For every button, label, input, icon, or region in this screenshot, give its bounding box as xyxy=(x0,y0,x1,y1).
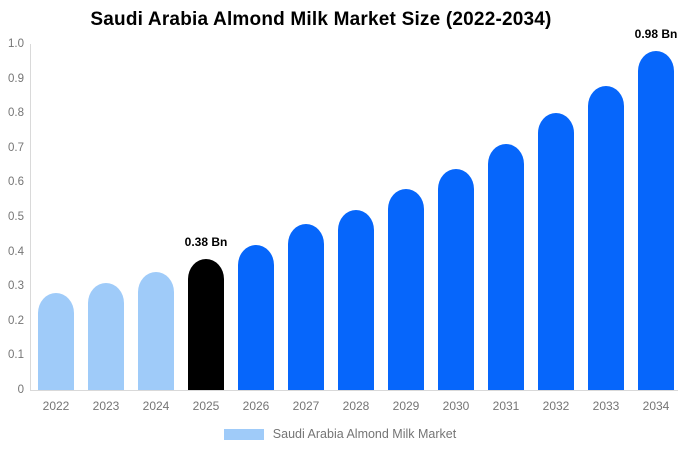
x-tick-label: 2022 xyxy=(42,399,70,413)
bar-2032[interactable] xyxy=(538,113,574,390)
bar-2022[interactable] xyxy=(38,293,74,390)
x-tick-label: 2024 xyxy=(142,399,170,413)
x-tick-label: 2026 xyxy=(242,399,270,413)
y-tick-label: 0.6 xyxy=(8,176,24,189)
y-tick-label: 0.1 xyxy=(8,349,24,362)
legend-label: Saudi Arabia Almond Milk Market xyxy=(272,427,457,441)
y-tick-label: 0.4 xyxy=(8,245,24,258)
data-label-2034: 0.98 Bn xyxy=(634,26,678,41)
bar-2029[interactable] xyxy=(388,189,424,390)
y-tick-label: 0.9 xyxy=(8,72,24,85)
bar-2033[interactable] xyxy=(588,85,624,390)
bar-2034[interactable] xyxy=(638,50,674,390)
bar-2023[interactable] xyxy=(88,282,124,390)
x-tick-label: 2030 xyxy=(442,399,470,413)
bar-2026[interactable] xyxy=(238,244,274,390)
legend-item[interactable]: Saudi Arabia Almond Milk Market xyxy=(0,426,680,442)
x-tick-label: 2033 xyxy=(592,399,620,413)
bar-2028[interactable] xyxy=(338,210,374,390)
y-tick-label: 0.8 xyxy=(8,107,24,120)
x-tick-label: 2031 xyxy=(492,399,520,413)
y-tick-label: 0 xyxy=(17,384,24,396)
y-tick-label: 0.7 xyxy=(8,141,24,154)
bar-2030[interactable] xyxy=(438,168,474,390)
chart-title: Saudi Arabia Almond Milk Market Size (20… xyxy=(90,9,552,30)
x-axis-line xyxy=(30,390,678,391)
bar-2031[interactable] xyxy=(488,144,524,390)
data-label-2025: 0.38 Bn xyxy=(184,234,228,249)
y-axis-line xyxy=(30,44,31,390)
x-tick-label: 2032 xyxy=(542,399,570,413)
y-tick-label: 0.5 xyxy=(8,211,24,223)
y-tick-label: 1.0 xyxy=(8,38,24,50)
legend-swatch xyxy=(223,428,264,440)
x-tick-label: 2029 xyxy=(392,399,420,413)
x-tick-label: 2025 xyxy=(192,399,220,413)
x-tick-label: 2028 xyxy=(342,399,370,413)
bar-2027[interactable] xyxy=(288,223,324,390)
y-tick-label: 0.2 xyxy=(8,314,24,327)
bar-2024[interactable] xyxy=(138,272,174,390)
x-tick-label: 2034 xyxy=(642,399,670,413)
bar-2025[interactable] xyxy=(188,258,224,390)
x-tick-label: 2023 xyxy=(92,399,120,413)
y-tick-label: 0.3 xyxy=(8,280,24,293)
x-tick-label: 2027 xyxy=(292,399,320,413)
